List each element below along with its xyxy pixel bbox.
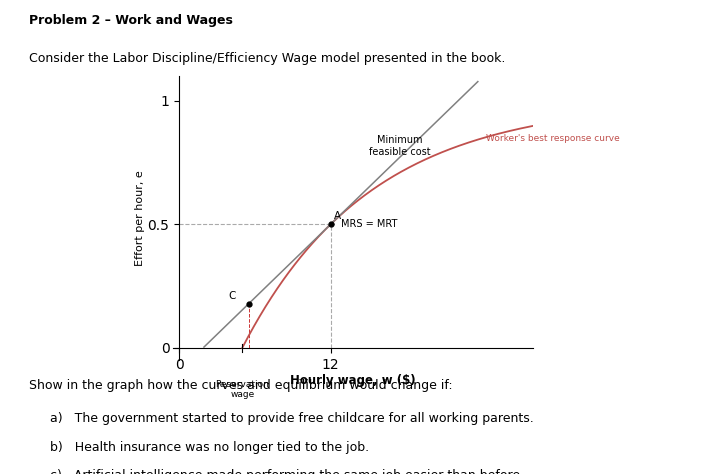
- Text: Minimum
feasible cost: Minimum feasible cost: [369, 135, 431, 157]
- Text: A: A: [334, 210, 341, 220]
- Text: Problem 2 – Work and Wages: Problem 2 – Work and Wages: [29, 14, 233, 27]
- Text: a)   The government started to provide free childcare for all working parents.: a) The government started to provide fre…: [50, 412, 534, 425]
- Text: C: C: [228, 292, 236, 301]
- Text: Show in the graph how the curves and equilibrium would change if:: Show in the graph how the curves and equ…: [29, 379, 452, 392]
- Text: MRS = MRT: MRS = MRT: [341, 219, 397, 229]
- X-axis label: Hourly wage, w ($): Hourly wage, w ($): [290, 374, 415, 387]
- Y-axis label: Effort per hour, e: Effort per hour, e: [135, 170, 145, 266]
- Text: Worker's best response curve: Worker's best response curve: [486, 134, 620, 143]
- Text: Reservation
wage: Reservation wage: [215, 380, 269, 400]
- Text: c)   Artificial intelligence made performing the same job easier than before.: c) Artificial intelligence made performi…: [50, 469, 525, 474]
- Text: b)   Health insurance was no longer tied to the job.: b) Health insurance was no longer tied t…: [50, 441, 369, 454]
- Text: Consider the Labor Discipline/Efficiency Wage model presented in the book.: Consider the Labor Discipline/Efficiency…: [29, 52, 505, 65]
